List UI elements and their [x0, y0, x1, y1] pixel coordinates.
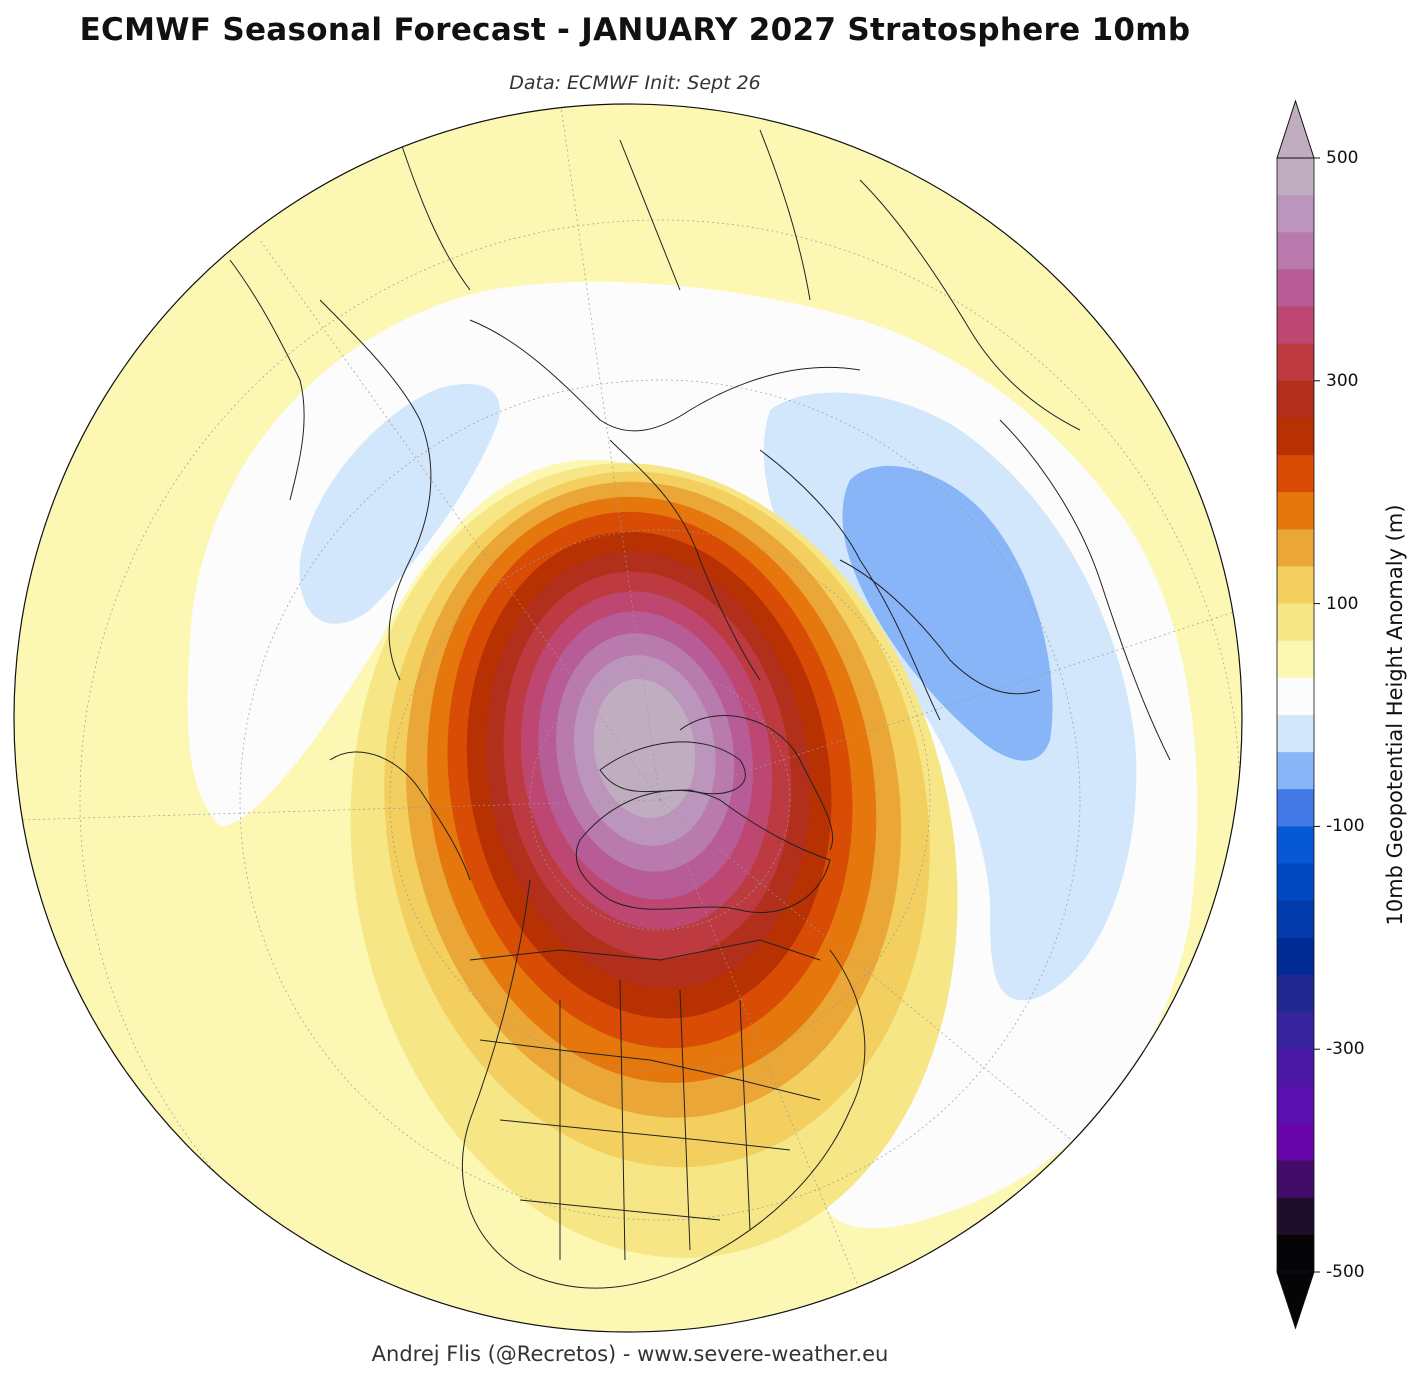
colorbar-segment: [1277, 677, 1314, 716]
chart-subtitle: Data: ECMWF Init: Sept 26: [509, 72, 761, 94]
map-disk: [14, 104, 1242, 1332]
chart-title: ECMWF Seasonal Forecast - JANUARY 2027 S…: [79, 12, 1191, 48]
colorbar-segment: [1277, 1160, 1314, 1199]
colorbar-segment: [1277, 232, 1314, 270]
colorbar-tick-label: 300: [1326, 370, 1359, 391]
colorbar-segment: [1277, 343, 1314, 382]
colorbar-segment: [1277, 492, 1314, 530]
colorbar-segment: [1277, 1197, 1314, 1236]
coastlines: [229, 129, 1171, 1289]
colorbar-segment: [1277, 195, 1314, 233]
negative-anomaly-europe-inner: [842, 465, 1053, 761]
colorbar-extend-max: [1276, 99, 1315, 159]
credit-line: Andrej Flis (@Recretos) - www.severe-wea…: [371, 1342, 889, 1366]
colorbar-label: 10mb Geopotential Height Anomaly (m): [1383, 504, 1407, 926]
negative-anomaly-asia: [299, 384, 500, 624]
colorbar-tick-label: 100: [1326, 593, 1359, 614]
colorbar-segment: [1277, 529, 1314, 568]
colorbar-segment: [1277, 715, 1314, 753]
colorbar-segment: [1277, 789, 1314, 827]
positive-anomaly: [350, 463, 958, 1258]
colorbar-segment: [1277, 826, 1314, 865]
colorbar-segment: [1277, 603, 1314, 642]
colorbar-segment: [1277, 1049, 1314, 1087]
colorbar-segment: [1277, 158, 1314, 196]
colorbar-segment: [1277, 900, 1314, 939]
colorbar-segment: [1277, 1123, 1314, 1162]
colorbar-segment: [1277, 640, 1314, 679]
colorbar-segment: [1277, 974, 1314, 1013]
colorbar-segment: [1277, 1086, 1314, 1125]
colorbar-tick-label: -500: [1326, 1262, 1365, 1282]
colorbar-segment: [1277, 863, 1314, 902]
colorbar-segment: [1277, 1234, 1314, 1273]
colorbar-segment: [1277, 752, 1314, 790]
colorbar-segment: [1277, 1012, 1314, 1050]
colorbar-tick-label: -300: [1326, 1039, 1365, 1060]
colorbar-segment: [1277, 455, 1314, 493]
colorbar-segment: [1277, 417, 1314, 456]
colorbar-extend-min: [1276, 1271, 1315, 1330]
colorbar-segment: [1277, 380, 1314, 419]
colorbar: [1276, 99, 1320, 1330]
colorbar-segment: [1277, 566, 1314, 605]
colorbar-segment: [1277, 269, 1314, 308]
colorbar-outline: [1276, 157, 1315, 1273]
map-boundary: [13, 103, 1243, 1333]
colorbar-tick-label: -100: [1326, 816, 1365, 837]
colorbar-segment: [1277, 937, 1314, 976]
colorbar-tick-label: 500: [1326, 148, 1359, 168]
colorbar-segment: [1277, 306, 1314, 345]
